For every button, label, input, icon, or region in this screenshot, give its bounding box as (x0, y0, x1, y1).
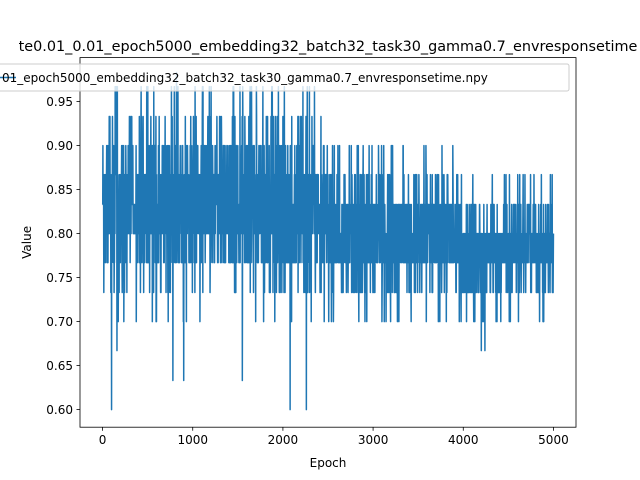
series-line (101, 71, 555, 411)
y-axis-ticks: 0.60 0.65 0.70 0.75 0.80 0.85 0.90 0.95 (46, 95, 80, 417)
x-tick-label: 0 (99, 433, 107, 447)
y-tick-label: 0.75 (46, 271, 73, 285)
y-axis-label: Value (20, 226, 34, 259)
legend-box (0, 63, 570, 92)
y-tick-label: 0.80 (46, 227, 73, 241)
chart-title: te0.01_0.01_epoch5000_embedding32_batch3… (19, 39, 638, 55)
x-tick-label: 5000 (538, 433, 569, 447)
x-axis-label: Epoch (310, 456, 347, 470)
legend: 01_epoch5000_embedding32_batch32_task30_… (0, 63, 570, 92)
y-tick-label: 0.60 (46, 403, 73, 417)
legend-entry-label: 01_epoch5000_embedding32_batch32_task30_… (2, 71, 488, 85)
x-tick-label: 2000 (268, 433, 299, 447)
y-tick-label: 0.95 (46, 95, 73, 109)
y-tick-label: 0.90 (46, 139, 73, 153)
series-layer (101, 71, 555, 411)
x-axis-ticks: 0 1000 2000 3000 4000 5000 (99, 427, 569, 447)
y-tick-label: 0.85 (46, 183, 73, 197)
y-tick-label: 0.65 (46, 359, 73, 373)
x-tick-label: 3000 (358, 433, 389, 447)
x-tick-label: 4000 (448, 433, 479, 447)
axes-frame (79, 57, 577, 428)
y-tick-label: 0.70 (46, 315, 73, 329)
x-tick-label: 1000 (177, 433, 208, 447)
